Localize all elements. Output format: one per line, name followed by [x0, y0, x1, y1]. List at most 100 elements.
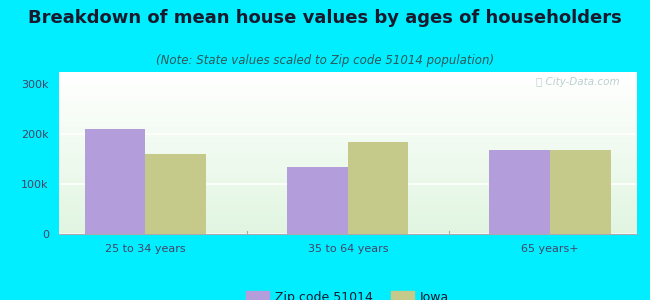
- Bar: [58, 132, 637, 134]
- Bar: [58, 90, 637, 92]
- Bar: [287, 167, 348, 234]
- Bar: [58, 210, 637, 211]
- Bar: [58, 114, 637, 116]
- Bar: [58, 227, 637, 229]
- Bar: [58, 75, 637, 77]
- Bar: [58, 95, 637, 96]
- Bar: [58, 134, 637, 135]
- Bar: [58, 93, 637, 95]
- Bar: [58, 74, 637, 75]
- Bar: [58, 117, 637, 119]
- Bar: [58, 179, 637, 181]
- Bar: [58, 213, 637, 214]
- Bar: [58, 112, 637, 114]
- Bar: [58, 224, 637, 226]
- Bar: [58, 192, 637, 194]
- Bar: [58, 206, 637, 208]
- Bar: [58, 177, 637, 179]
- Bar: [58, 158, 637, 160]
- Bar: [489, 150, 550, 234]
- Text: (Note: State values scaled to Zip code 51014 population): (Note: State values scaled to Zip code 5…: [156, 54, 494, 67]
- Bar: [58, 122, 637, 124]
- Bar: [58, 187, 637, 189]
- Bar: [58, 219, 637, 221]
- Bar: [58, 146, 637, 148]
- Bar: [58, 72, 637, 74]
- Bar: [58, 88, 637, 90]
- Bar: [58, 176, 637, 177]
- Bar: [58, 101, 637, 103]
- Bar: [58, 106, 637, 108]
- Bar: [58, 202, 637, 203]
- Bar: [58, 154, 637, 156]
- Bar: [58, 135, 637, 137]
- Bar: [58, 125, 637, 127]
- Legend: Zip code 51014, Iowa: Zip code 51014, Iowa: [241, 286, 454, 300]
- Bar: [58, 181, 637, 182]
- Bar: [146, 154, 206, 234]
- Bar: [58, 140, 637, 142]
- Bar: [58, 142, 637, 143]
- Bar: [58, 208, 637, 210]
- Bar: [58, 197, 637, 198]
- Bar: [58, 153, 637, 154]
- Bar: [58, 190, 637, 192]
- Bar: [58, 148, 637, 150]
- Bar: [58, 203, 637, 205]
- Bar: [58, 172, 637, 174]
- Bar: [58, 226, 637, 227]
- Bar: [58, 121, 637, 122]
- Bar: [58, 195, 637, 197]
- Bar: [58, 129, 637, 130]
- Bar: [84, 129, 146, 234]
- Bar: [58, 200, 637, 202]
- Bar: [58, 116, 637, 117]
- Bar: [58, 100, 637, 101]
- Bar: [58, 80, 637, 82]
- Bar: [58, 109, 637, 111]
- Bar: [58, 87, 637, 88]
- Bar: [58, 232, 637, 234]
- Bar: [58, 214, 637, 216]
- Bar: [58, 156, 637, 158]
- Bar: [58, 79, 637, 80]
- Bar: [58, 104, 637, 106]
- Bar: [58, 143, 637, 145]
- Bar: [58, 103, 637, 104]
- Bar: [58, 85, 637, 87]
- Bar: [58, 169, 637, 171]
- Bar: [58, 145, 637, 146]
- Bar: [58, 229, 637, 231]
- Bar: [58, 119, 637, 121]
- Bar: [58, 150, 637, 152]
- Bar: [58, 98, 637, 100]
- Bar: [58, 174, 637, 176]
- Bar: [58, 171, 637, 172]
- Bar: [58, 77, 637, 79]
- Bar: [58, 189, 637, 190]
- Text: Breakdown of mean house values by ages of householders: Breakdown of mean house values by ages o…: [28, 9, 622, 27]
- Bar: [58, 182, 637, 184]
- Bar: [58, 96, 637, 98]
- Bar: [348, 142, 408, 234]
- Bar: [58, 137, 637, 138]
- Bar: [58, 221, 637, 223]
- Bar: [58, 108, 637, 109]
- Bar: [58, 231, 637, 233]
- Bar: [58, 161, 637, 163]
- Bar: [58, 152, 637, 153]
- Bar: [58, 185, 637, 187]
- Bar: [58, 83, 637, 85]
- Bar: [58, 82, 637, 83]
- Bar: [58, 198, 637, 200]
- Bar: [58, 168, 637, 169]
- Bar: [58, 218, 637, 219]
- Bar: [58, 127, 637, 129]
- Bar: [58, 130, 637, 132]
- Bar: [58, 205, 637, 206]
- Bar: [58, 124, 637, 125]
- Bar: [58, 160, 637, 161]
- Text: ⓘ City-Data.com: ⓘ City-Data.com: [536, 77, 619, 87]
- Bar: [58, 166, 637, 168]
- Bar: [58, 164, 637, 166]
